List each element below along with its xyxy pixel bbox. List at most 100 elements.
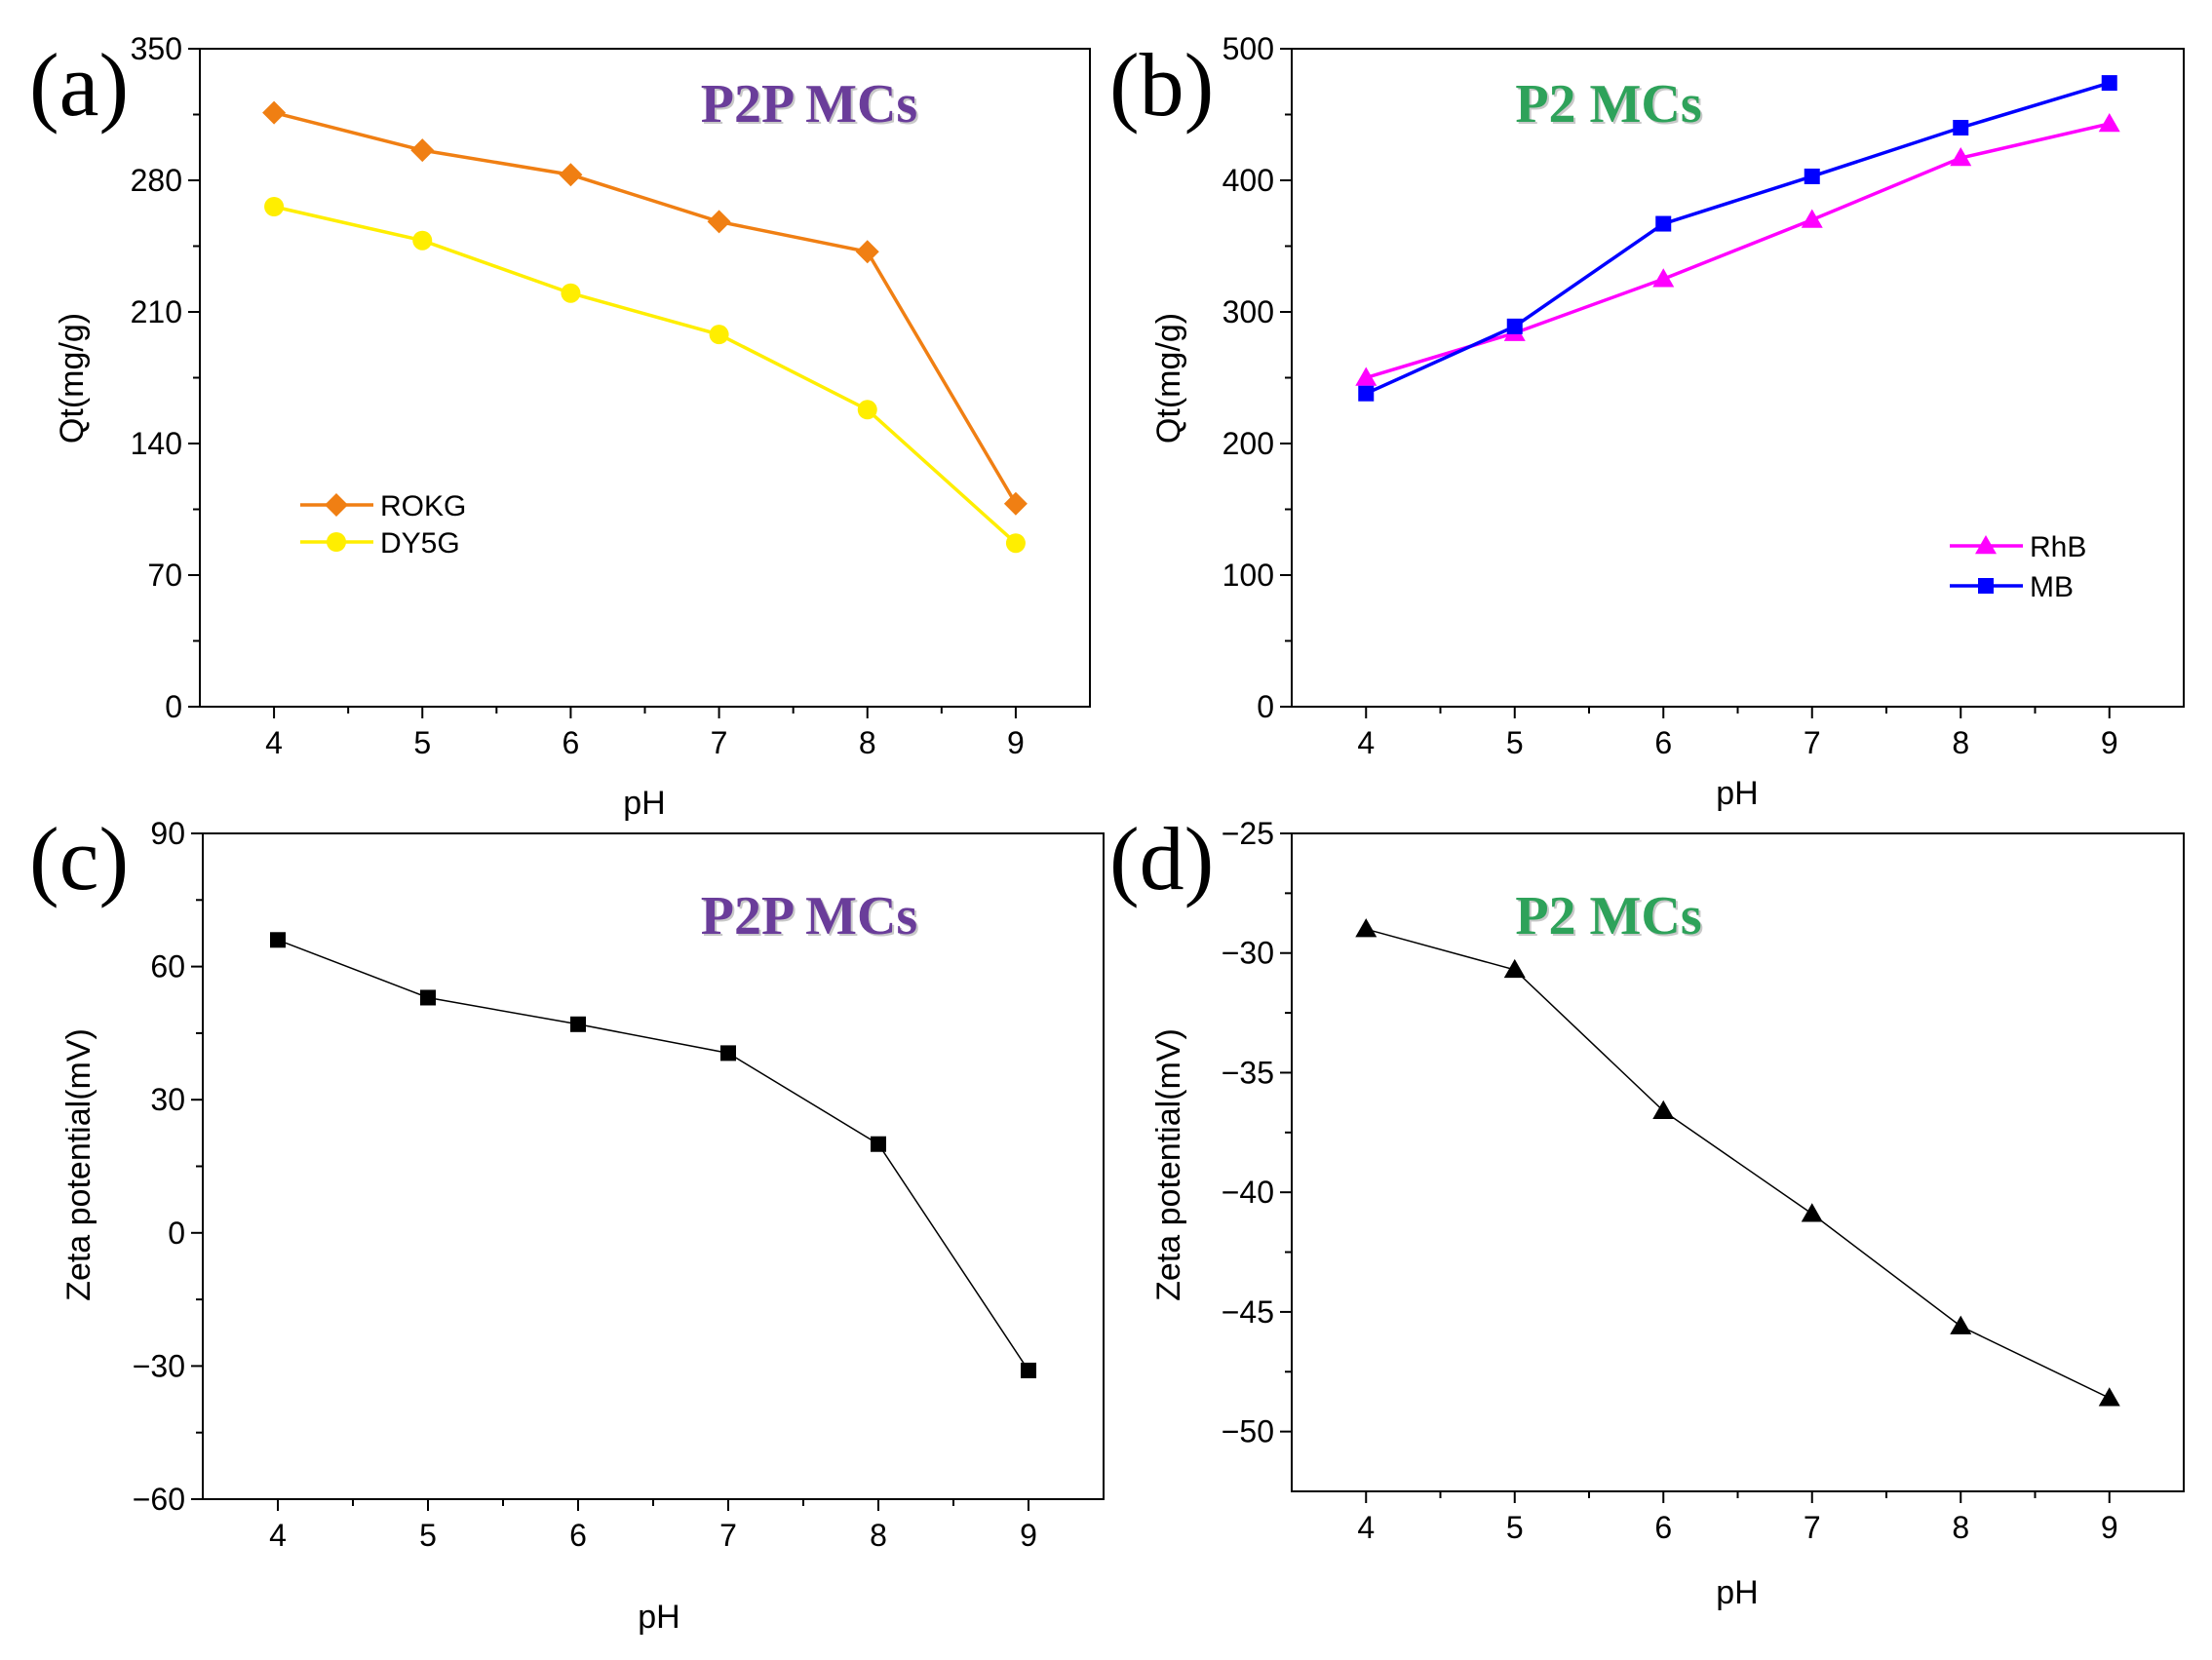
panel-a: 4 5 6 7 8 9 0 70 140 210 280 350 pH Qt(mg/g) (a) P2P MC… <box>29 31 1091 822</box>
data-point <box>420 989 436 1006</box>
series-line <box>1366 928 2111 1399</box>
panel-label: (b) <box>1109 35 1214 135</box>
sample-label: P2P MCs <box>701 74 917 135</box>
y-tick-label: 0 <box>168 1216 185 1251</box>
y-tick-label: 200 <box>1222 426 1274 461</box>
plot-frame <box>1291 48 2185 708</box>
x-tick-label: 9 <box>1007 725 1025 760</box>
y-tick-label: 100 <box>1222 558 1274 593</box>
plot-frame <box>199 48 1091 708</box>
x-tick-label: 6 <box>1654 725 1672 760</box>
data-point <box>1801 1203 1823 1222</box>
y-tick-label: 350 <box>131 31 182 66</box>
data-point <box>1355 918 1378 938</box>
y-tick-label: 210 <box>131 294 182 329</box>
x-tick-label: 9 <box>2101 1510 2118 1545</box>
series-line <box>277 939 1029 1371</box>
x-tick-label: 4 <box>1357 725 1375 760</box>
legend-label: MB <box>2030 571 2074 603</box>
x-tick-label: 5 <box>1506 1510 1524 1545</box>
data-point <box>264 197 285 216</box>
legend-label: RhB <box>2030 531 2086 563</box>
data-point <box>1950 1315 1972 1334</box>
x-axis-title: pH <box>623 785 665 822</box>
data-point <box>559 163 583 187</box>
data-point <box>1358 385 1375 402</box>
sample-label-shadow: P2 MCs <box>1517 888 1703 948</box>
x-axis-title: pH <box>1716 1574 1758 1611</box>
legend-label: DY5G <box>380 527 460 560</box>
data-point <box>1801 209 1823 228</box>
series-zeta-potential <box>270 932 1036 1378</box>
y-tick-label: −40 <box>1222 1175 1274 1210</box>
series-line <box>273 110 1018 505</box>
x-tick-label: 7 <box>711 725 728 760</box>
data-point <box>2098 112 2120 133</box>
x-tick-label: 5 <box>419 1518 437 1553</box>
data-point <box>570 1016 586 1032</box>
x-tick-label: 4 <box>265 725 283 760</box>
panel-label: (a) <box>29 35 129 135</box>
legend: ROKG DY5G <box>300 490 466 560</box>
legend-marker <box>325 493 348 517</box>
y-tick-label: −50 <box>1222 1414 1274 1449</box>
series-line <box>1365 122 2111 380</box>
sample-label-shadow: P2P MCs <box>703 76 919 136</box>
data-point <box>709 325 729 345</box>
y-tick-label: 280 <box>131 163 182 198</box>
data-point <box>1950 147 1972 167</box>
data-point <box>561 283 581 303</box>
legend-marker <box>1975 535 1997 555</box>
x-axis-title: pH <box>1716 775 1758 812</box>
y-tick-label: −45 <box>1222 1294 1274 1330</box>
y-tick-label: 70 <box>147 558 182 593</box>
data-point <box>1021 1362 1036 1378</box>
series-line <box>273 205 1018 545</box>
panel-label: (d) <box>1109 809 1214 908</box>
y-axis-title: Qt(mg/g) <box>1150 313 1187 444</box>
x-tick-label: 8 <box>870 1518 887 1553</box>
sample-label: P2 MCs <box>1515 74 1701 135</box>
x-tick-label: 9 <box>1020 1518 1037 1553</box>
data-point <box>1655 215 1672 232</box>
panel-label: (c) <box>29 809 129 908</box>
data-point <box>262 100 287 125</box>
data-point <box>270 932 286 948</box>
x-tick-label: 4 <box>1357 1510 1375 1545</box>
data-point <box>412 230 433 251</box>
panel-c: 4 5 6 7 8 9 −60 −30 0 30 60 90 pH Zeta potential(mV) (… <box>29 809 1105 1636</box>
y-tick-label: −30 <box>1222 936 1274 971</box>
legend-label: ROKG <box>380 490 466 522</box>
x-tick-label: 8 <box>859 725 876 760</box>
y-axis-title: Qt(mg/g) <box>54 313 91 444</box>
legend: RhB MB <box>1950 531 2086 603</box>
y-tick-label: 140 <box>131 426 182 461</box>
y-tick-label: −30 <box>133 1348 185 1383</box>
series-rokg <box>262 100 1028 516</box>
data-point <box>2101 75 2117 92</box>
x-tick-label: 6 <box>1654 1510 1672 1545</box>
y-tick-label: 30 <box>150 1082 185 1117</box>
x-tick-label: 9 <box>2101 725 2118 760</box>
data-point <box>1355 367 1378 386</box>
data-point <box>410 138 435 163</box>
x-tick-label: 7 <box>1804 725 1821 760</box>
data-point <box>1506 318 1523 334</box>
x-axis-title: pH <box>638 1599 679 1636</box>
sample-label-shadow: P2P MCs <box>703 888 919 948</box>
series-dy5g <box>264 197 1026 554</box>
panel-b: 4 5 6 7 8 9 0 100 200 300 400 500 pH Qt(mg/g) (b) P2 MC… <box>1109 31 2185 812</box>
y-tick-label: 0 <box>1257 689 1274 724</box>
y-tick-label: 300 <box>1222 294 1274 329</box>
y-tick-label: 90 <box>150 816 185 851</box>
x-tick-label: 8 <box>1952 1510 1969 1545</box>
data-point <box>707 210 731 234</box>
data-point <box>2098 1387 2120 1407</box>
y-axis-title: Zeta potential(mV) <box>1150 1028 1187 1301</box>
data-point <box>857 400 877 420</box>
plot-frame <box>202 832 1105 1500</box>
data-point <box>720 1045 736 1062</box>
data-point <box>871 1136 886 1152</box>
data-point <box>1003 491 1028 516</box>
x-tick-label: 7 <box>1804 1510 1821 1545</box>
